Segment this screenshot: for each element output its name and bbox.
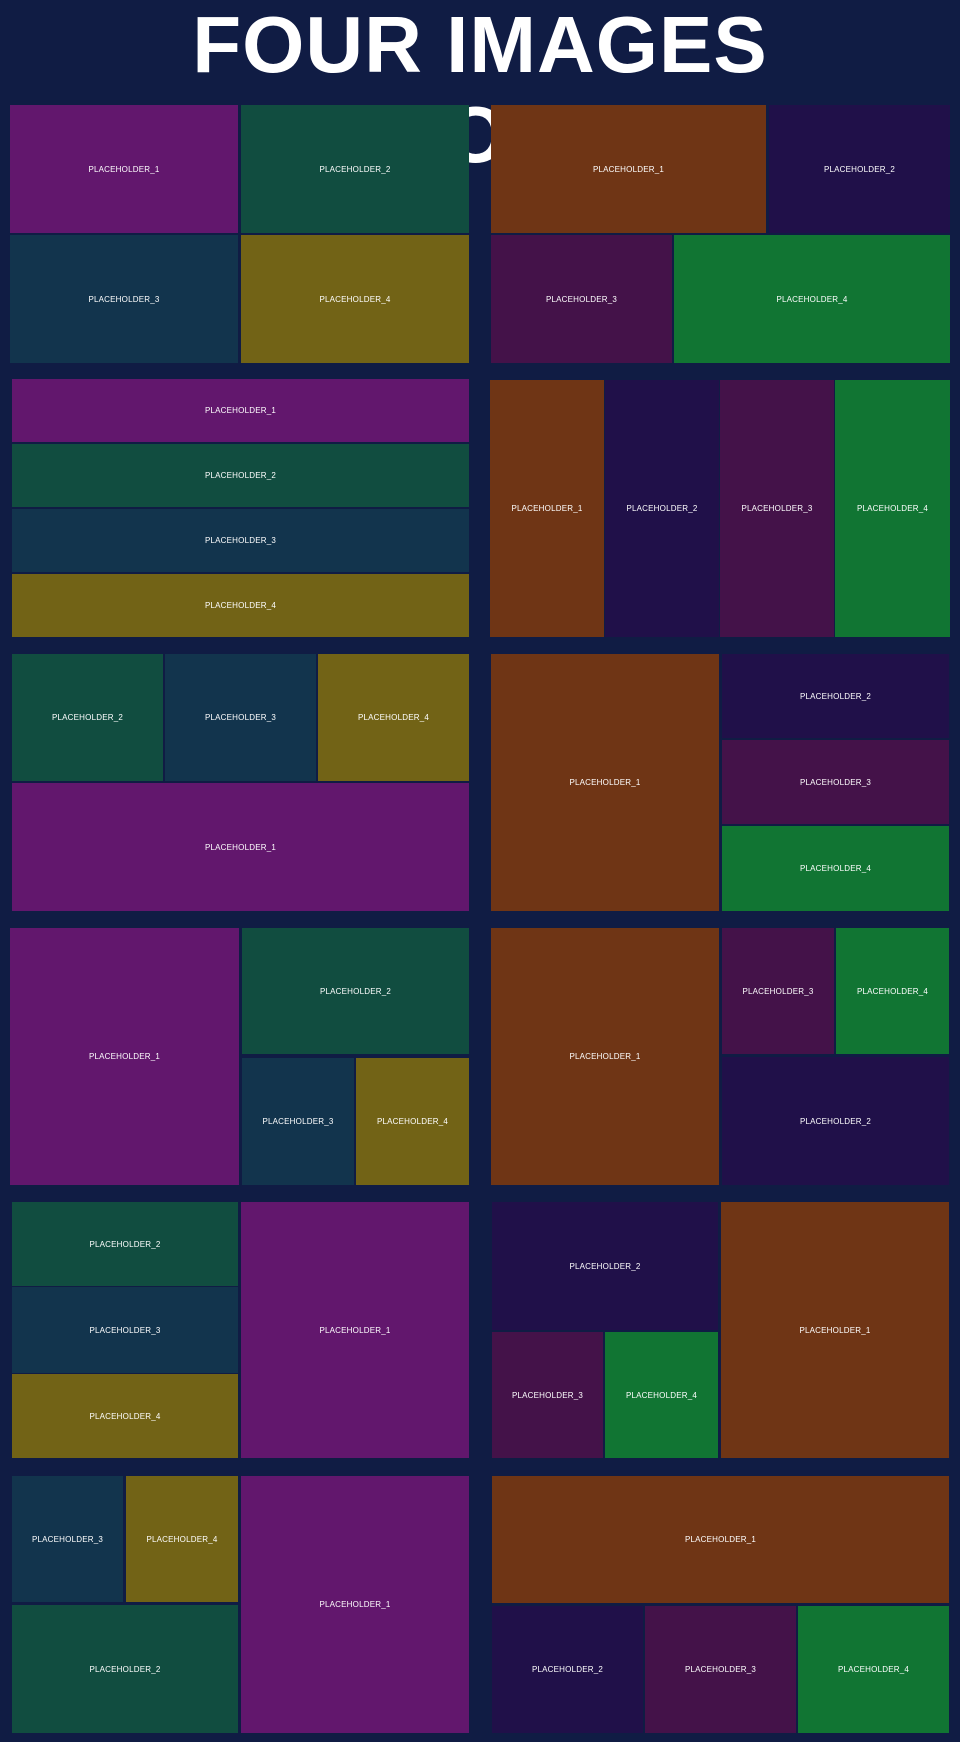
placeholder-2[interactable]: PLACEHOLDER_2 <box>12 654 163 781</box>
placeholder-1[interactable]: PLACEHOLDER_1 <box>491 654 719 911</box>
placeholder-4[interactable]: PLACEHOLDER_4 <box>835 380 950 637</box>
placeholder-4[interactable]: PLACEHOLDER_4 <box>674 235 950 363</box>
placeholder-3[interactable]: PLACEHOLDER_3 <box>12 1287 238 1373</box>
placeholder-3[interactable]: PLACEHOLDER_3 <box>722 740 949 824</box>
placeholder-1[interactable]: PLACEHOLDER_1 <box>491 105 766 233</box>
page-title: FOUR IMAGES LAYOUTS <box>192 0 768 179</box>
placeholder-2[interactable]: PLACEHOLDER_2 <box>12 444 469 507</box>
placeholder-3[interactable]: PLACEHOLDER_3 <box>12 509 469 572</box>
layout-big-left-three-right: PLACEHOLDER_1 PLACEHOLDER_2 PLACEHOLDER_… <box>491 654 949 911</box>
placeholder-2[interactable]: PLACEHOLDER_2 <box>241 105 469 233</box>
placeholder-3[interactable]: PLACEHOLDER_3 <box>242 1058 354 1185</box>
placeholder-2[interactable]: PLACEHOLDER_2 <box>492 1202 718 1330</box>
placeholder-2[interactable]: PLACEHOLDER_2 <box>722 1057 949 1185</box>
placeholder-2[interactable]: PLACEHOLDER_2 <box>12 1605 238 1733</box>
layout-uneven-grid: PLACEHOLDER_1 PLACEHOLDER_2 PLACEHOLDER_… <box>491 105 950 363</box>
placeholder-3[interactable]: PLACEHOLDER_3 <box>165 654 316 781</box>
placeholder-1[interactable]: PLACEHOLDER_1 <box>10 928 239 1185</box>
placeholder-4[interactable]: PLACEHOLDER_4 <box>836 928 949 1054</box>
placeholder-3[interactable]: PLACEHOLDER_3 <box>720 380 834 637</box>
placeholder-4[interactable]: PLACEHOLDER_4 <box>12 574 469 637</box>
placeholder-4[interactable]: PLACEHOLDER_4 <box>798 1606 949 1733</box>
placeholder-1[interactable]: PLACEHOLDER_1 <box>491 928 719 1185</box>
placeholder-3[interactable]: PLACEHOLDER_3 <box>491 235 672 363</box>
placeholder-2[interactable]: PLACEHOLDER_2 <box>769 105 950 233</box>
placeholder-4[interactable]: PLACEHOLDER_4 <box>356 1058 469 1185</box>
placeholder-3[interactable]: PLACEHOLDER_3 <box>722 928 834 1054</box>
layout-horizontal-strips: PLACEHOLDER_1 PLACEHOLDER_2 PLACEHOLDER_… <box>12 379 469 637</box>
placeholder-4[interactable]: PLACEHOLDER_4 <box>126 1476 238 1602</box>
layout-big-left-mixed-right: PLACEHOLDER_1 PLACEHOLDER_2 PLACEHOLDER_… <box>10 928 469 1185</box>
placeholder-1[interactable]: PLACEHOLDER_1 <box>721 1202 949 1458</box>
layout-split-left-big-right: PLACEHOLDER_3 PLACEHOLDER_4 PLACEHOLDER_… <box>12 1476 469 1733</box>
placeholder-1[interactable]: PLACEHOLDER_1 <box>241 1476 469 1733</box>
layout-vertical-strips: PLACEHOLDER_1 PLACEHOLDER_2 PLACEHOLDER_… <box>490 380 950 637</box>
layout-mixed-left-big-right: PLACEHOLDER_2 PLACEHOLDER_3 PLACEHOLDER_… <box>492 1202 949 1458</box>
placeholder-3[interactable]: PLACEHOLDER_3 <box>645 1606 796 1733</box>
layout-one-top-three-bottom: PLACEHOLDER_1 PLACEHOLDER_2 PLACEHOLDER_… <box>492 1476 949 1733</box>
placeholder-4[interactable]: PLACEHOLDER_4 <box>722 826 949 911</box>
placeholder-4[interactable]: PLACEHOLDER_4 <box>12 1374 238 1458</box>
placeholder-2[interactable]: PLACEHOLDER_2 <box>722 654 949 738</box>
placeholder-4[interactable]: PLACEHOLDER_4 <box>605 1332 718 1458</box>
layout-grid-2x2: PLACEHOLDER_1 PLACEHOLDER_2 PLACEHOLDER_… <box>10 105 470 363</box>
placeholder-3[interactable]: PLACEHOLDER_3 <box>492 1332 603 1458</box>
placeholder-1[interactable]: PLACEHOLDER_1 <box>492 1476 949 1603</box>
placeholder-2[interactable]: PLACEHOLDER_2 <box>242 928 469 1054</box>
placeholder-2[interactable]: PLACEHOLDER_2 <box>12 1202 238 1286</box>
placeholder-2[interactable]: PLACEHOLDER_2 <box>492 1606 643 1733</box>
placeholder-4[interactable]: PLACEHOLDER_4 <box>318 654 469 781</box>
placeholder-1[interactable]: PLACEHOLDER_1 <box>490 380 604 637</box>
placeholder-4[interactable]: PLACEHOLDER_4 <box>241 235 469 363</box>
layout-three-left-big-right: PLACEHOLDER_2 PLACEHOLDER_3 PLACEHOLDER_… <box>12 1202 469 1458</box>
placeholder-1[interactable]: PLACEHOLDER_1 <box>241 1202 469 1458</box>
layout-three-top-one-bottom: PLACEHOLDER_2 PLACEHOLDER_3 PLACEHOLDER_… <box>12 654 469 911</box>
placeholder-3[interactable]: PLACEHOLDER_3 <box>12 1476 123 1602</box>
placeholder-1[interactable]: PLACEHOLDER_1 <box>12 379 469 442</box>
placeholder-2[interactable]: PLACEHOLDER_2 <box>605 380 719 637</box>
placeholder-1[interactable]: PLACEHOLDER_1 <box>12 783 469 911</box>
layout-big-left-split-right: PLACEHOLDER_1 PLACEHOLDER_3 PLACEHOLDER_… <box>491 928 949 1185</box>
placeholder-3[interactable]: PLACEHOLDER_3 <box>10 235 238 363</box>
placeholder-1[interactable]: PLACEHOLDER_1 <box>10 105 238 233</box>
